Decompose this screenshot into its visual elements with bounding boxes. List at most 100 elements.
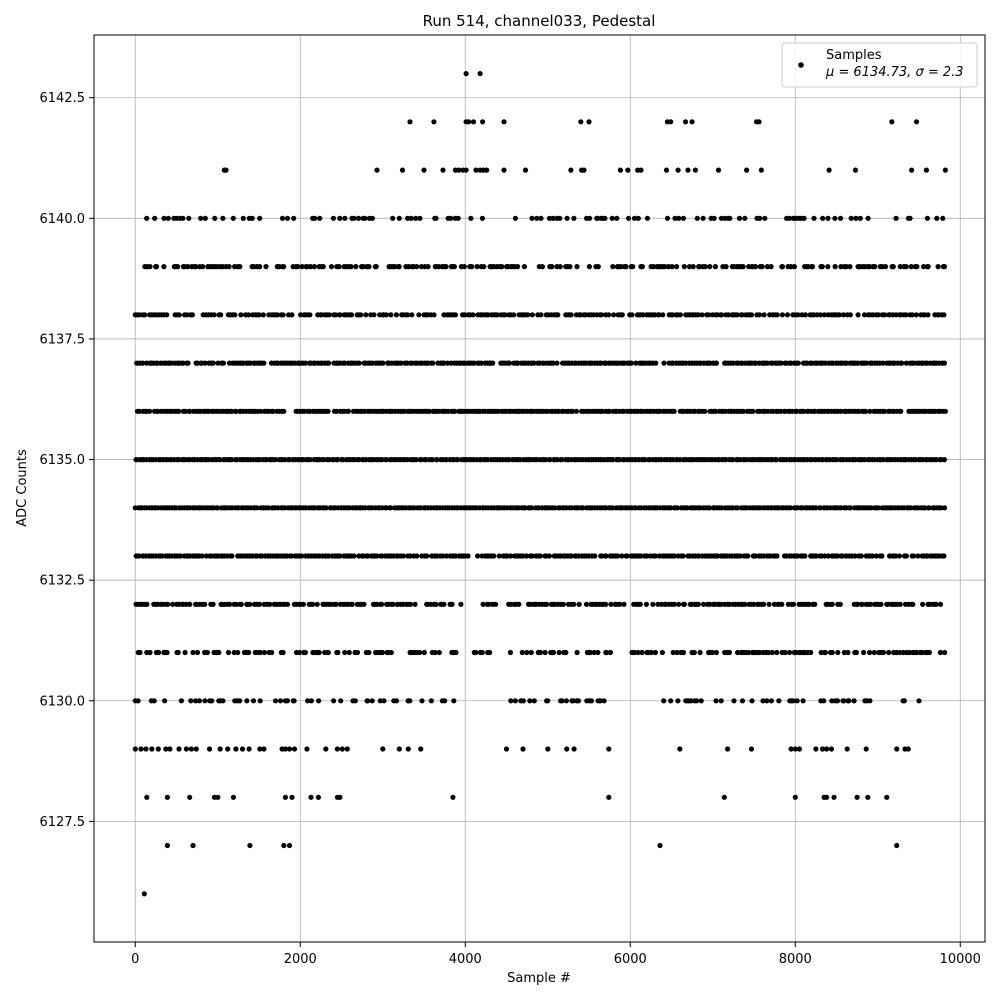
data-point [299, 553, 305, 559]
data-point [610, 457, 616, 463]
data-point [257, 698, 263, 704]
data-point [458, 601, 464, 607]
data-point [163, 746, 169, 752]
data-point [702, 264, 708, 270]
data-point [884, 794, 890, 800]
data-point [837, 601, 843, 607]
data-point [512, 698, 519, 704]
data-point [935, 264, 941, 270]
data-point [819, 746, 826, 752]
data-point [824, 746, 830, 752]
data-point [886, 649, 892, 656]
data-point [779, 312, 786, 318]
data-point [909, 312, 916, 318]
data-point [820, 215, 826, 221]
data-point [769, 649, 775, 656]
data-point [335, 457, 341, 463]
data-point [873, 553, 880, 559]
data-point [619, 553, 625, 559]
data-point [726, 649, 733, 656]
data-point [165, 215, 171, 221]
data-point [421, 167, 427, 173]
data-point [348, 264, 354, 270]
data-point [910, 601, 916, 607]
data-point [328, 264, 335, 270]
data-point [142, 312, 148, 318]
data-point [470, 312, 476, 318]
data-point [257, 264, 263, 270]
data-point [383, 457, 390, 463]
data-point [831, 794, 837, 800]
data-point [132, 746, 138, 752]
data-point [757, 215, 763, 221]
x-tick-label: 4000 [449, 952, 482, 967]
data-point [246, 649, 252, 656]
data-point [511, 312, 517, 318]
data-point [366, 264, 372, 270]
data-point [433, 215, 439, 221]
data-point [326, 312, 332, 318]
data-point [232, 312, 238, 318]
data-point [737, 553, 743, 559]
data-point [752, 264, 759, 270]
data-point [903, 360, 910, 366]
data-point [346, 649, 352, 656]
data-point [671, 553, 677, 559]
data-point [534, 215, 540, 221]
data-point [806, 601, 812, 607]
data-point [663, 167, 670, 173]
data-point [529, 215, 535, 221]
data-point [564, 215, 570, 221]
y-axis-ticks: 6127.5 6130.0 6132.5 6135.0 6137.5 6140.0 6142… [40, 91, 94, 830]
data-point [451, 264, 457, 270]
data-point [379, 601, 385, 607]
data-point [270, 408, 276, 414]
data-point [431, 312, 437, 318]
data-point [481, 264, 487, 270]
data-point [825, 264, 831, 270]
data-point [414, 553, 420, 559]
data-point [821, 312, 828, 318]
data-point [281, 264, 287, 270]
data-point [277, 698, 284, 704]
data-point [267, 601, 273, 607]
data-point [890, 264, 896, 270]
data-point [880, 360, 886, 366]
data-point [504, 553, 510, 559]
data-point [829, 601, 835, 607]
data-point [349, 601, 355, 607]
data-point [469, 264, 475, 270]
data-point [762, 215, 768, 221]
data-point [186, 215, 192, 221]
data-point [257, 215, 263, 221]
data-point [549, 264, 555, 270]
data-point [573, 408, 580, 414]
data-point [496, 553, 502, 559]
data-point [515, 360, 521, 366]
data-point [212, 215, 218, 221]
data-point [407, 119, 413, 125]
data-point [908, 505, 914, 511]
data-point [776, 698, 782, 704]
data-point [759, 264, 765, 270]
data-point [487, 649, 493, 656]
data-point [468, 215, 474, 221]
data-point [819, 264, 825, 270]
data-point [592, 553, 598, 559]
data-point [308, 794, 314, 800]
data-point [299, 264, 305, 270]
data-point [519, 649, 525, 656]
data-point [923, 167, 930, 173]
data-point [377, 698, 383, 704]
data-point [578, 119, 584, 125]
data-point [588, 698, 595, 704]
data-point [574, 264, 580, 270]
data-point [233, 746, 239, 752]
data-point [215, 360, 221, 366]
data-point [529, 553, 535, 559]
data-point [794, 698, 800, 704]
data-point [434, 457, 440, 463]
data-point [261, 649, 267, 656]
data-point [674, 264, 680, 270]
data-point [144, 215, 150, 221]
